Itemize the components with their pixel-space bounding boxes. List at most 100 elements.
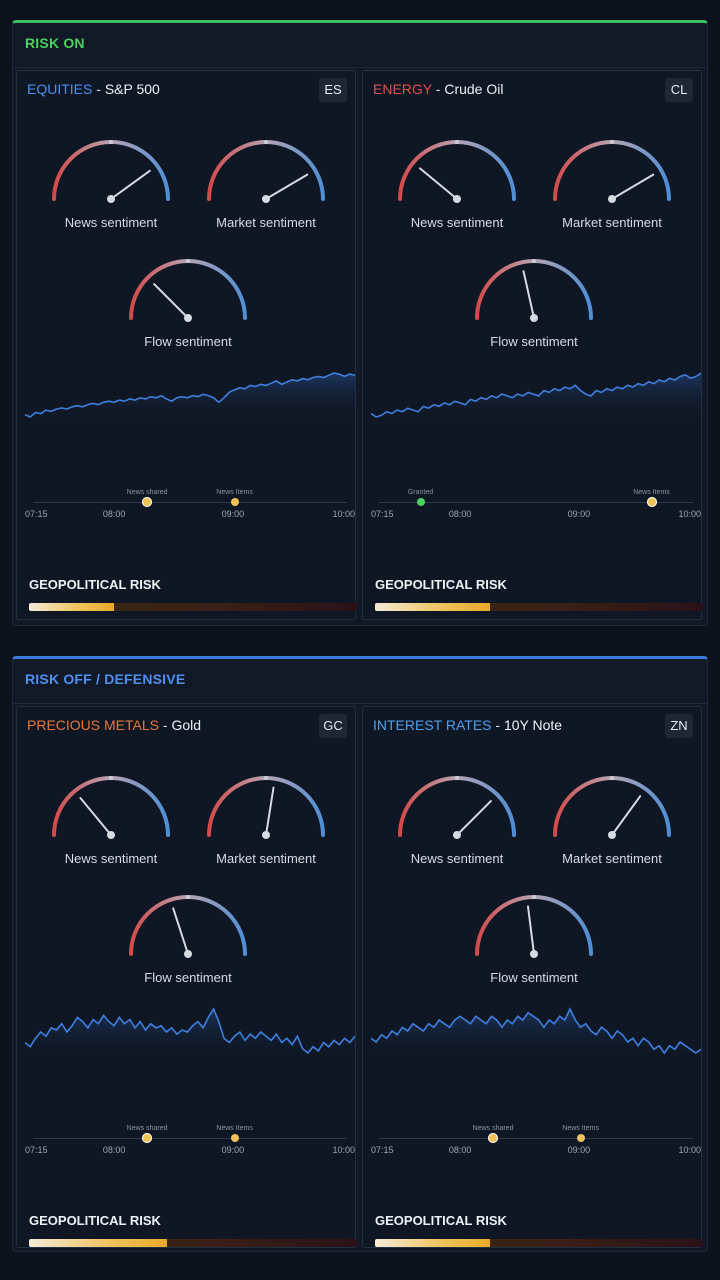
ticker-badge[interactable]: GC [319, 714, 347, 738]
event-timeline: 07:15 08:00 09:00 10:00 News shared News Item… [25, 476, 355, 519]
gauge-label: News sentiment [64, 851, 158, 866]
section-title: RISK ON [25, 35, 85, 51]
timeline-event-marker[interactable] [488, 1133, 499, 1143]
gauge-arc [553, 140, 671, 201]
section-divider [13, 67, 707, 68]
sentiment-gauge: Market sentiment [201, 769, 331, 879]
gauge-pivot [262, 831, 270, 839]
timeline-event-label: News shared [126, 1125, 168, 1132]
gauge-needle [265, 786, 275, 836]
gauge-needle [419, 167, 458, 200]
geopolitical-risk-fill [29, 1239, 167, 1247]
market-card: INTEREST RATES - 10Y Note ZN News sentimen… [362, 706, 703, 1248]
sentiment-gauge: Flow sentiment [123, 888, 253, 998]
gauge-arc [398, 776, 516, 837]
asset-name: 10Y Note [503, 717, 563, 733]
gauge-top-marker [610, 140, 614, 144]
timeline-event-marker[interactable] [646, 497, 657, 507]
gauge-pivot [107, 195, 115, 203]
sentiment-gauge: Flow sentiment [123, 252, 253, 362]
ticker-badge[interactable]: ES [319, 78, 347, 102]
timeline-tick-label: 08:00 [448, 509, 472, 519]
chart-area [25, 373, 355, 423]
sentiment-gauge: Flow sentiment [469, 888, 599, 998]
section-title: RISK OFF / DEFENSIVE [25, 671, 186, 687]
timeline-event-label: News shared [472, 1125, 514, 1132]
gauge-pivot [107, 831, 115, 839]
geopolitical-risk-bar [375, 603, 703, 611]
timeline-event-marker[interactable] [142, 1133, 153, 1143]
ticker-badge[interactable]: ZN [665, 714, 693, 738]
gauge-top-marker [264, 140, 268, 144]
sentiment-gauge: News sentiment [392, 133, 522, 243]
chart-line [24, 1007, 356, 1055]
gauge-top-marker [455, 776, 459, 780]
geopolitical-risk-fill [375, 603, 490, 611]
ticker-badge[interactable]: CL [665, 78, 693, 102]
gauge-label: Flow sentiment [490, 970, 578, 985]
market-card: ENERGY - Crude Oil CL News sentiment Market… [362, 70, 703, 620]
gauge-needle [153, 283, 189, 319]
timeline-event-marker[interactable] [142, 497, 153, 507]
timeline-event-marker[interactable] [576, 1134, 585, 1142]
asset-category: EQUITIES [27, 81, 93, 97]
gauge-needle [456, 800, 492, 836]
card-title: EQUITIES - S&P 500 [27, 81, 160, 97]
gauge-pivot [530, 314, 538, 322]
market-card: PRECIOUS METALS - Gold GC News sentiment Ma… [16, 706, 357, 1248]
gauge-arc [129, 259, 247, 320]
market-card: EQUITIES - S&P 500 ES News sentiment Market… [16, 70, 357, 620]
title-separator: - [491, 717, 504, 733]
gauge-arc [52, 140, 170, 201]
gauge-pivot [453, 195, 461, 203]
timeline-event-label: News Items [633, 489, 670, 496]
timeline-tick-label: 08:00 [102, 1145, 126, 1155]
timeline-event-marker[interactable] [230, 1134, 239, 1142]
timeline-tick-label: 08:00 [102, 509, 126, 519]
geopolitical-risk-fill [375, 1239, 490, 1247]
event-timeline: 07:15 08:00 09:00 10:00 News shared News Item… [371, 1112, 701, 1155]
timeline-tick-label: 10:00 [332, 509, 355, 519]
card-title: PRECIOUS METALS - Gold [27, 717, 201, 733]
sentiment-gauge: News sentiment [46, 133, 176, 243]
gauge-pivot [608, 831, 616, 839]
timeline-event-label: News Items [216, 1125, 253, 1132]
geopolitical-risk-label: GEOPOLITICAL RISK [29, 577, 161, 592]
geopolitical-risk-fill [29, 603, 115, 611]
card-title: INTEREST RATES - 10Y Note [373, 717, 562, 733]
gauge-arc [207, 776, 325, 837]
gauge-arc [553, 776, 671, 837]
gauge-needle [110, 169, 151, 200]
geopolitical-risk-bar [29, 603, 357, 611]
chart-line [370, 372, 702, 418]
chart-area [371, 1009, 701, 1059]
gauge-needle [611, 173, 655, 200]
title-separator: - [92, 81, 105, 97]
gauge-label: Flow sentiment [490, 334, 578, 349]
timeline-event-marker[interactable] [230, 498, 239, 506]
timeline-tick-label: 09:00 [221, 1145, 245, 1155]
chart-line [24, 372, 356, 418]
gauge-pivot [530, 950, 538, 958]
timeline-axis [379, 1138, 693, 1139]
gauge-label: Flow sentiment [144, 334, 232, 349]
gauge-pivot [184, 314, 192, 322]
gauge-label: Market sentiment [216, 215, 316, 230]
price-chart [24, 363, 356, 423]
asset-name: Crude Oil [444, 81, 504, 97]
gauge-top-marker [186, 259, 190, 263]
gauge-needle [79, 797, 112, 836]
title-separator: - [431, 81, 445, 97]
timeline-event-marker[interactable] [416, 498, 425, 506]
timeline-axis [33, 502, 347, 503]
gauge-pivot [608, 195, 616, 203]
sentiment-gauge: Market sentiment [201, 133, 331, 243]
timeline-tick-label: 07:15 [371, 509, 394, 519]
gauge-top-marker [109, 776, 113, 780]
timeline-event-label: News Items [216, 489, 253, 496]
sentiment-gauge: Market sentiment [547, 133, 677, 243]
gauge-top-marker [532, 259, 536, 263]
timeline-tick-label: 10:00 [678, 1145, 701, 1155]
geopolitical-risk-bar [29, 1239, 357, 1247]
gauge-needle [522, 270, 535, 319]
